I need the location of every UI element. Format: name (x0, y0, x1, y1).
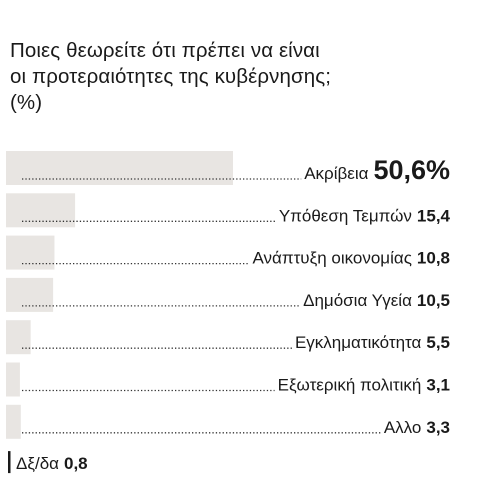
bar (8, 451, 11, 474)
value-label: 0,8 (64, 454, 88, 473)
title-line-1: Ποιες θεωρείτε ότι πρέπει να είναι (10, 39, 320, 62)
value-label: 15,4 (417, 206, 451, 225)
category-label: Εγκληματικότητα (295, 333, 422, 352)
chart-title: Ποιες θεωρείτε ότι πρέπει να είναι οι πρ… (10, 38, 470, 116)
bar (6, 404, 21, 439)
category-label: Εξωτερική πολιτική (278, 376, 422, 395)
bar (6, 193, 76, 228)
value-label: 3,1 (426, 376, 450, 395)
bar (6, 277, 54, 312)
value-label: 3,3 (426, 418, 450, 437)
value-label: 10,8 (417, 249, 450, 268)
value-label: 10,5 (417, 291, 450, 310)
category-label: Υπόθεση Τεμπών (279, 206, 412, 225)
category-label: Ακρίβεια (304, 164, 368, 183)
category-label: Ανάπτυξη οικονομίας (252, 249, 411, 268)
unit-note: (%) (10, 91, 43, 114)
bar (6, 151, 233, 185)
category-label: Δξ/δα (16, 454, 59, 473)
category-label: Δημόσια Υγεία (303, 291, 412, 310)
value-label: 50,6% (373, 155, 450, 185)
bar (6, 235, 55, 270)
value-label: 5,5 (426, 333, 450, 352)
category-label: Αλλο (384, 418, 422, 437)
bar (6, 320, 31, 355)
title-line-2: οι προτεραιότητες της κυβέρνησης; (10, 65, 331, 88)
bar (6, 362, 20, 397)
